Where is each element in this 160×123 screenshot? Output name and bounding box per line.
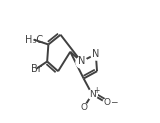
Text: O: O <box>80 103 87 112</box>
Text: O: O <box>103 98 110 107</box>
Text: N: N <box>92 49 100 59</box>
Text: N: N <box>78 56 85 67</box>
Text: Br: Br <box>31 64 42 74</box>
Text: +: + <box>93 86 100 95</box>
Text: N: N <box>89 90 96 99</box>
Text: H₃C: H₃C <box>25 35 43 45</box>
Text: −: − <box>110 97 117 106</box>
